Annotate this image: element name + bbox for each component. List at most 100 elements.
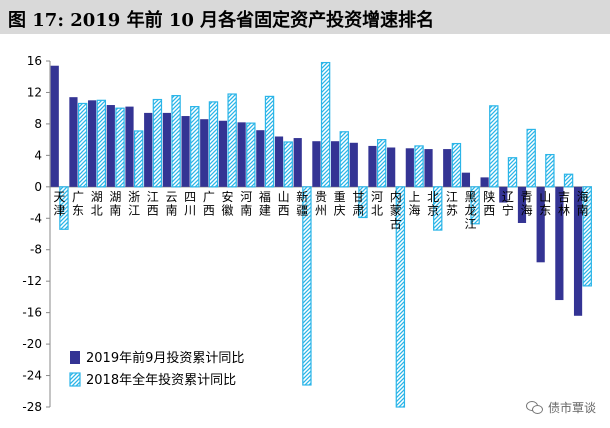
x-tick-label: 北京 bbox=[427, 190, 439, 218]
x-tick-char: 河 bbox=[240, 190, 252, 204]
x-tick-char: 南 bbox=[577, 202, 589, 217]
x-tick-char: 蒙 bbox=[390, 203, 402, 217]
legend-swatch bbox=[70, 351, 80, 364]
x-tick-char: 新 bbox=[296, 189, 308, 204]
y-tick-label: 16 bbox=[27, 54, 42, 68]
x-tick-char: 四 bbox=[184, 190, 196, 204]
x-tick-label: 贵州 bbox=[315, 190, 327, 218]
bar-2019 bbox=[69, 97, 78, 187]
x-tick-label: 四川 bbox=[184, 190, 196, 218]
bar-2018 bbox=[190, 106, 200, 188]
x-tick-label: 甘肃 bbox=[352, 190, 364, 218]
x-tick-char: 京 bbox=[427, 203, 439, 217]
bar-2019 bbox=[50, 65, 59, 187]
x-tick-char: 北 bbox=[91, 203, 103, 217]
bar-2019 bbox=[218, 120, 228, 187]
legend-label: 2018年全年投资累计同比 bbox=[86, 372, 236, 388]
x-tick-char: 云 bbox=[165, 190, 177, 204]
y-tick-label: -16 bbox=[22, 306, 42, 320]
bar-2019 bbox=[443, 149, 452, 187]
x-tick-char: 苏 bbox=[446, 203, 458, 217]
bar-2018 bbox=[507, 157, 518, 188]
x-axis-labels: 天津广东湖北湖南浙江江西云南四川广西安徽河南福建山西新疆贵州重庆甘肃河北内蒙古上… bbox=[53, 189, 588, 231]
y-tick-label: 4 bbox=[34, 148, 42, 162]
bar-2019 bbox=[499, 186, 508, 203]
x-tick-char: 重 bbox=[334, 190, 346, 204]
bar-2018 bbox=[227, 93, 237, 188]
x-tick-char: 疆 bbox=[296, 203, 308, 217]
x-tick-char: 江 bbox=[147, 190, 159, 204]
x-tick-label: 海南 bbox=[577, 189, 589, 218]
y-tick-label: -8 bbox=[30, 243, 42, 257]
x-tick-label: 山西 bbox=[278, 190, 290, 218]
x-tick-label: 内蒙古 bbox=[390, 190, 402, 231]
x-tick-char: 江 bbox=[465, 217, 477, 231]
x-tick-char: 建 bbox=[259, 203, 271, 217]
y-tick-label: 12 bbox=[27, 85, 42, 99]
x-tick-char: 津 bbox=[53, 203, 65, 217]
watermark: 债市覃谈 bbox=[525, 399, 596, 416]
x-tick-char: 东 bbox=[539, 203, 551, 217]
x-tick-label: 云南 bbox=[165, 190, 177, 218]
x-tick-char: 西 bbox=[483, 203, 495, 217]
x-tick-char: 陕 bbox=[483, 189, 495, 204]
x-tick-label: 广西 bbox=[203, 190, 215, 218]
x-tick-char: 宁 bbox=[502, 202, 514, 217]
x-tick-char: 东 bbox=[72, 203, 84, 217]
x-tick-char: 山 bbox=[539, 190, 551, 204]
x-tick-char: 海 bbox=[521, 202, 533, 217]
x-tick-char: 广 bbox=[72, 190, 84, 204]
legend-label: 2019年前9月投资累计同比 bbox=[86, 350, 244, 366]
bar-2019 bbox=[181, 116, 190, 187]
bar-2018 bbox=[545, 153, 555, 188]
bar-2018 bbox=[339, 131, 349, 188]
x-tick-label: 上海 bbox=[408, 190, 420, 218]
bar-2018 bbox=[246, 122, 256, 188]
bar-2019 bbox=[387, 147, 396, 187]
bar-2019 bbox=[274, 136, 284, 187]
x-tick-label: 河南 bbox=[240, 190, 252, 218]
bar-2019 bbox=[200, 119, 209, 187]
x-tick-char: 南 bbox=[240, 202, 252, 217]
x-tick-char: 川 bbox=[184, 203, 196, 217]
x-tick-char: 南 bbox=[165, 202, 177, 217]
bar-2018 bbox=[152, 98, 163, 188]
bar-2019 bbox=[312, 141, 321, 187]
bar-2018 bbox=[451, 142, 462, 188]
x-tick-char: 吉 bbox=[558, 190, 570, 204]
x-tick-char: 肃 bbox=[352, 203, 364, 217]
x-tick-label: 安徽 bbox=[222, 189, 234, 218]
x-tick-char: 贵 bbox=[315, 190, 327, 204]
x-tick-char: 黑 bbox=[465, 190, 477, 204]
x-tick-label: 青海 bbox=[521, 190, 533, 218]
x-tick-label: 黑龙江 bbox=[465, 190, 477, 231]
bar-2019 bbox=[293, 138, 302, 187]
wechat-icon bbox=[525, 400, 544, 415]
x-tick-label: 吉林 bbox=[558, 190, 570, 218]
bar-2019 bbox=[573, 186, 583, 316]
bar-2018 bbox=[563, 173, 574, 188]
bar-2019 bbox=[536, 186, 545, 263]
bar-2018 bbox=[77, 102, 88, 188]
x-tick-label: 江西 bbox=[147, 190, 159, 218]
x-tick-char: 青 bbox=[521, 190, 533, 204]
x-tick-char: 古 bbox=[390, 216, 402, 231]
x-tick-char: 徽 bbox=[222, 202, 234, 217]
x-tick-char: 湖 bbox=[109, 189, 121, 204]
bar-2019 bbox=[237, 122, 246, 187]
x-tick-char: 西 bbox=[278, 203, 290, 217]
x-tick-char: 北 bbox=[427, 190, 439, 204]
x-tick-label: 江苏 bbox=[446, 190, 458, 218]
bar-2019 bbox=[368, 145, 377, 187]
bar-2018 bbox=[395, 186, 406, 408]
bar-2019 bbox=[162, 112, 171, 187]
x-tick-char: 内 bbox=[390, 190, 402, 204]
bar-2019 bbox=[424, 149, 433, 187]
bar-2019 bbox=[517, 186, 527, 223]
x-tick-char: 林 bbox=[558, 203, 570, 217]
bar-2018 bbox=[302, 186, 312, 386]
bar-2019 bbox=[461, 172, 471, 187]
x-tick-char: 庆 bbox=[334, 203, 346, 217]
x-tick-char: 西 bbox=[147, 203, 159, 217]
